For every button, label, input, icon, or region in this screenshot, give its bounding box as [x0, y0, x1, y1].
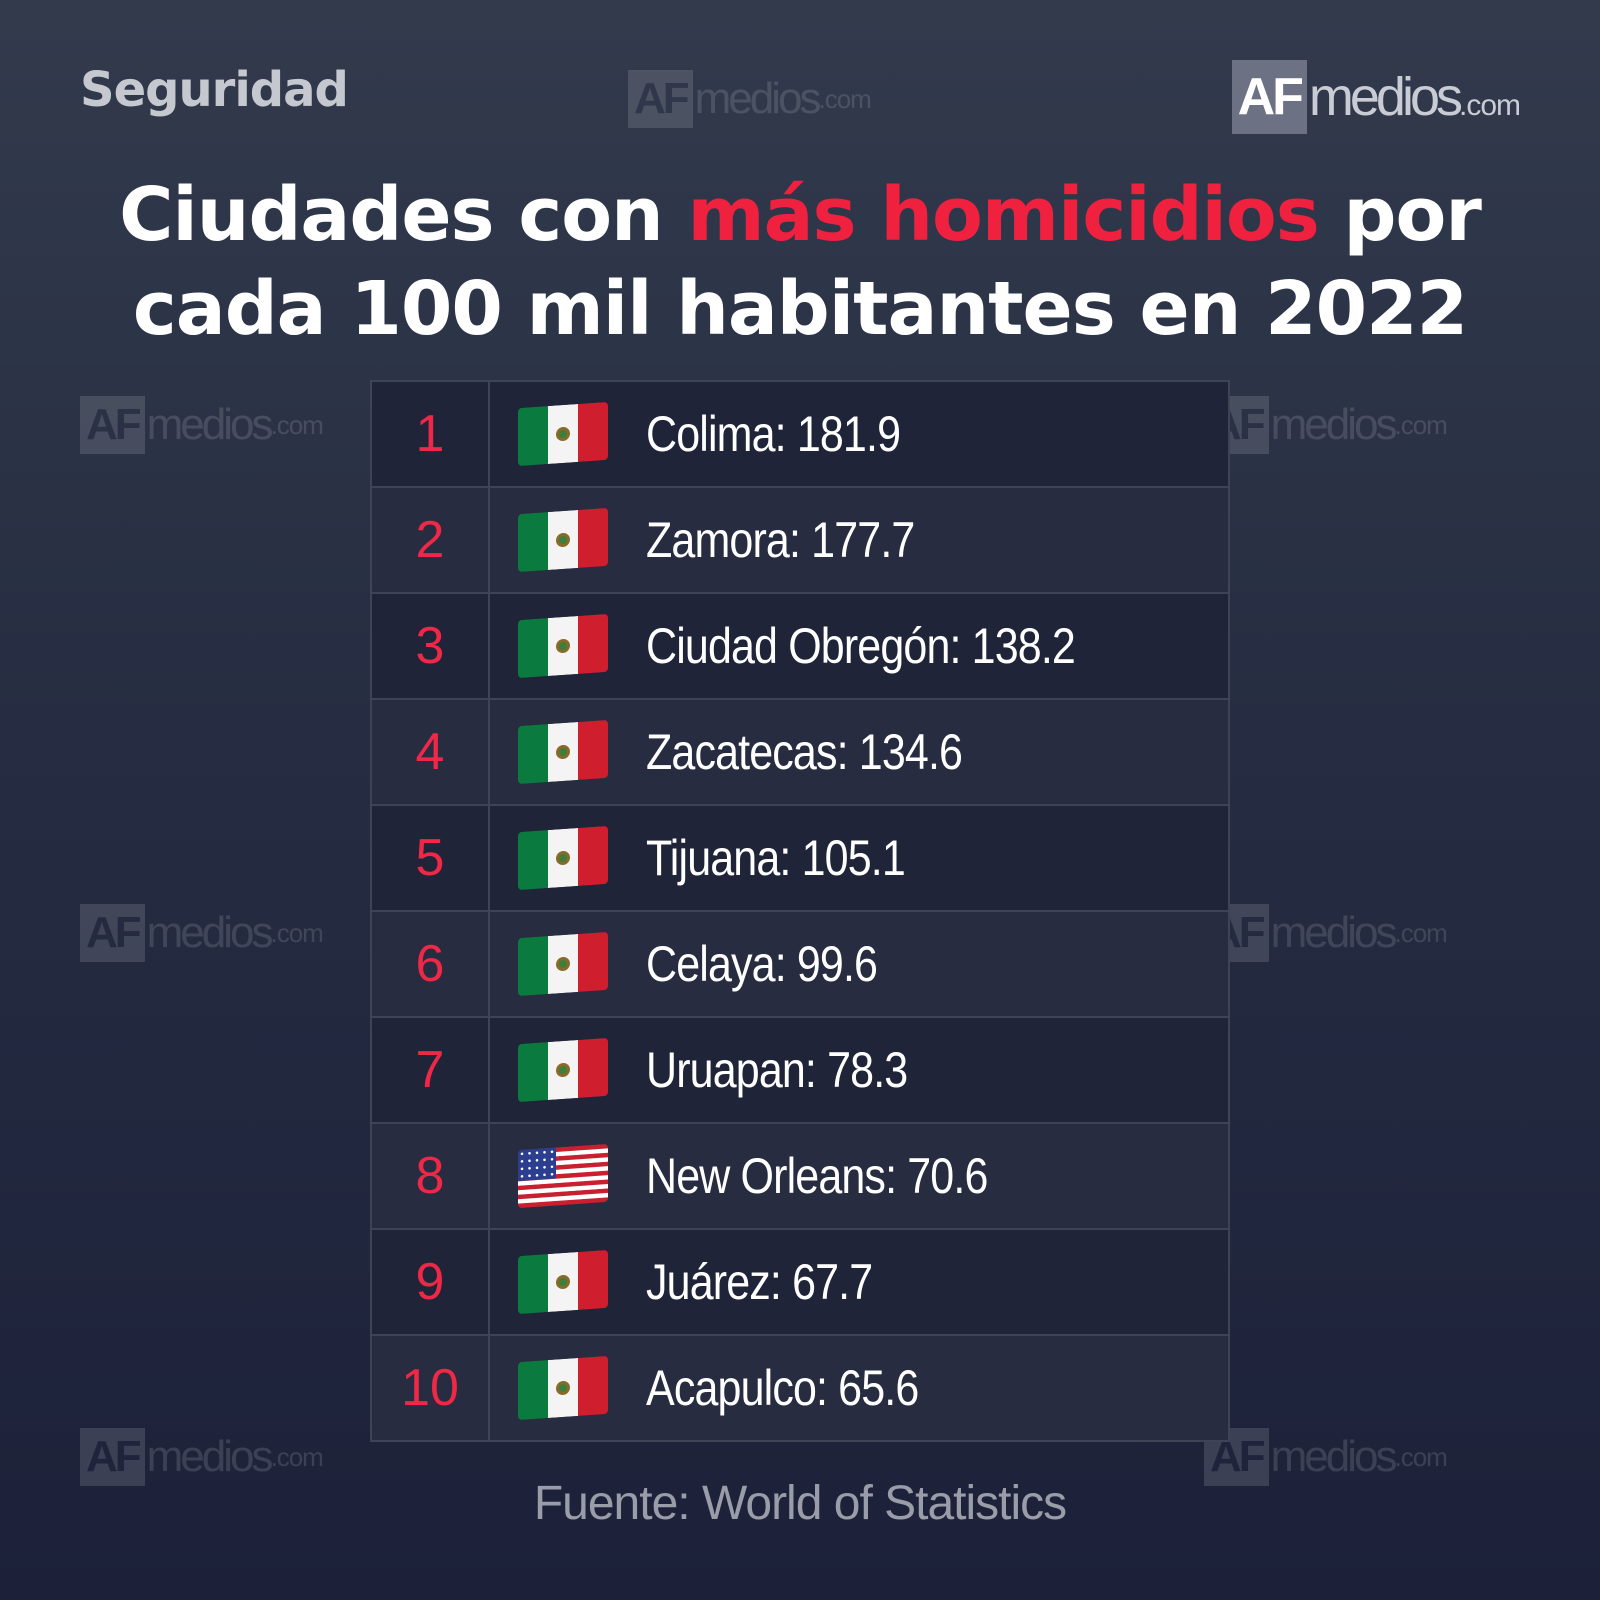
city-cell: Tijuana: 105.1 — [490, 806, 1228, 910]
watermark-logo: AF medios .com — [80, 1428, 324, 1486]
city-cell: Zamora: 177.7 — [490, 488, 1228, 592]
mexico-flag-icon — [518, 1037, 608, 1103]
city-cell: Zacatecas: 134.6 — [490, 700, 1228, 804]
mexico-flag-icon — [518, 825, 608, 891]
watermark-logo: AF medios .com — [80, 904, 324, 962]
city-label: Colima: 181.9 — [646, 406, 901, 462]
ranking-table: 1 Colima: 181.9 2 Zamora: 177.7 3 Ciudad Obre… — [370, 380, 1230, 1442]
mexico-flag-icon — [518, 401, 608, 467]
city-cell: New Orleans: 70.6 — [490, 1124, 1228, 1228]
city-cell: Uruapan: 78.3 — [490, 1018, 1228, 1122]
brand-logo-af: AF — [1231, 60, 1307, 134]
brand-logo-com: .com — [1458, 89, 1521, 122]
city-label: Juárez: 67.7 — [646, 1254, 873, 1310]
title-part-1: Ciudades con — [119, 172, 688, 258]
page-title: Ciudades con más homicidios por cada 100… — [0, 168, 1600, 356]
table-row: 10 Acapulco: 65.6 — [372, 1336, 1228, 1440]
city-cell: Juárez: 67.7 — [490, 1230, 1228, 1334]
mexico-flag-icon — [518, 613, 608, 679]
table-row: 8 New Orleans: 70.6 — [372, 1124, 1228, 1230]
city-label: Ciudad Obregón: 138.2 — [646, 618, 1076, 674]
source-note: Fuente: World of Statistics — [533, 1477, 1067, 1530]
mexico-flag-icon — [518, 931, 608, 997]
mexico-flag-icon — [518, 1355, 608, 1421]
brand-logo: AF medios .com — [1231, 60, 1521, 134]
city-cell: Celaya: 99.6 — [490, 912, 1228, 1016]
mexico-flag-icon — [518, 507, 608, 573]
usa-flag-icon — [518, 1143, 608, 1209]
rank-number: 4 — [372, 700, 490, 804]
title-line-1: Ciudades con más homicidios por — [0, 168, 1600, 262]
table-row: 2 Zamora: 177.7 — [372, 488, 1228, 594]
rank-number: 7 — [372, 1018, 490, 1122]
title-highlight: más homicidios — [687, 172, 1320, 258]
city-cell: Acapulco: 65.6 — [490, 1336, 1228, 1440]
rank-number: 10 — [372, 1336, 490, 1440]
rank-number: 3 — [372, 594, 490, 698]
city-label: New Orleans: 70.6 — [646, 1148, 988, 1204]
city-label: Acapulco: 65.6 — [646, 1360, 919, 1416]
city-label: Uruapan: 78.3 — [646, 1042, 908, 1098]
brand-logo-medios: medios — [1308, 67, 1463, 127]
rank-number: 1 — [372, 382, 490, 486]
table-row: 3 Ciudad Obregón: 138.2 — [372, 594, 1228, 700]
rank-number: 6 — [372, 912, 490, 1016]
city-label: Zacatecas: 134.6 — [646, 724, 963, 780]
city-cell: Colima: 181.9 — [490, 382, 1228, 486]
rank-number: 5 — [372, 806, 490, 910]
mexico-flag-icon — [518, 1249, 608, 1315]
watermark-logo: AF medios .com — [628, 70, 872, 128]
watermark-logo: AF medios .com — [1204, 396, 1448, 454]
section-label: Seguridad — [80, 62, 349, 118]
title-part-2: por — [1318, 172, 1482, 258]
city-cell: Ciudad Obregón: 138.2 — [490, 594, 1228, 698]
watermark-logo: AF medios .com — [1204, 904, 1448, 962]
table-row: 7 Uruapan: 78.3 — [372, 1018, 1228, 1124]
table-row: 5 Tijuana: 105.1 — [372, 806, 1228, 912]
rank-number: 2 — [372, 488, 490, 592]
city-label: Zamora: 177.7 — [646, 512, 915, 568]
watermark-logo: AF medios .com — [80, 396, 324, 454]
table-row: 6 Celaya: 99.6 — [372, 912, 1228, 1018]
rank-number: 9 — [372, 1230, 490, 1334]
watermark-logo: AF medios .com — [1204, 1428, 1448, 1486]
table-row: 1 Colima: 181.9 — [372, 382, 1228, 488]
city-label: Tijuana: 105.1 — [646, 830, 906, 886]
city-label: Celaya: 99.6 — [646, 936, 878, 992]
table-row: 4 Zacatecas: 134.6 — [372, 700, 1228, 806]
table-row: 9 Juárez: 67.7 — [372, 1230, 1228, 1336]
rank-number: 8 — [372, 1124, 490, 1228]
mexico-flag-icon — [518, 719, 608, 785]
title-line-2: cada 100 mil habitantes en 2022 — [132, 266, 1468, 352]
